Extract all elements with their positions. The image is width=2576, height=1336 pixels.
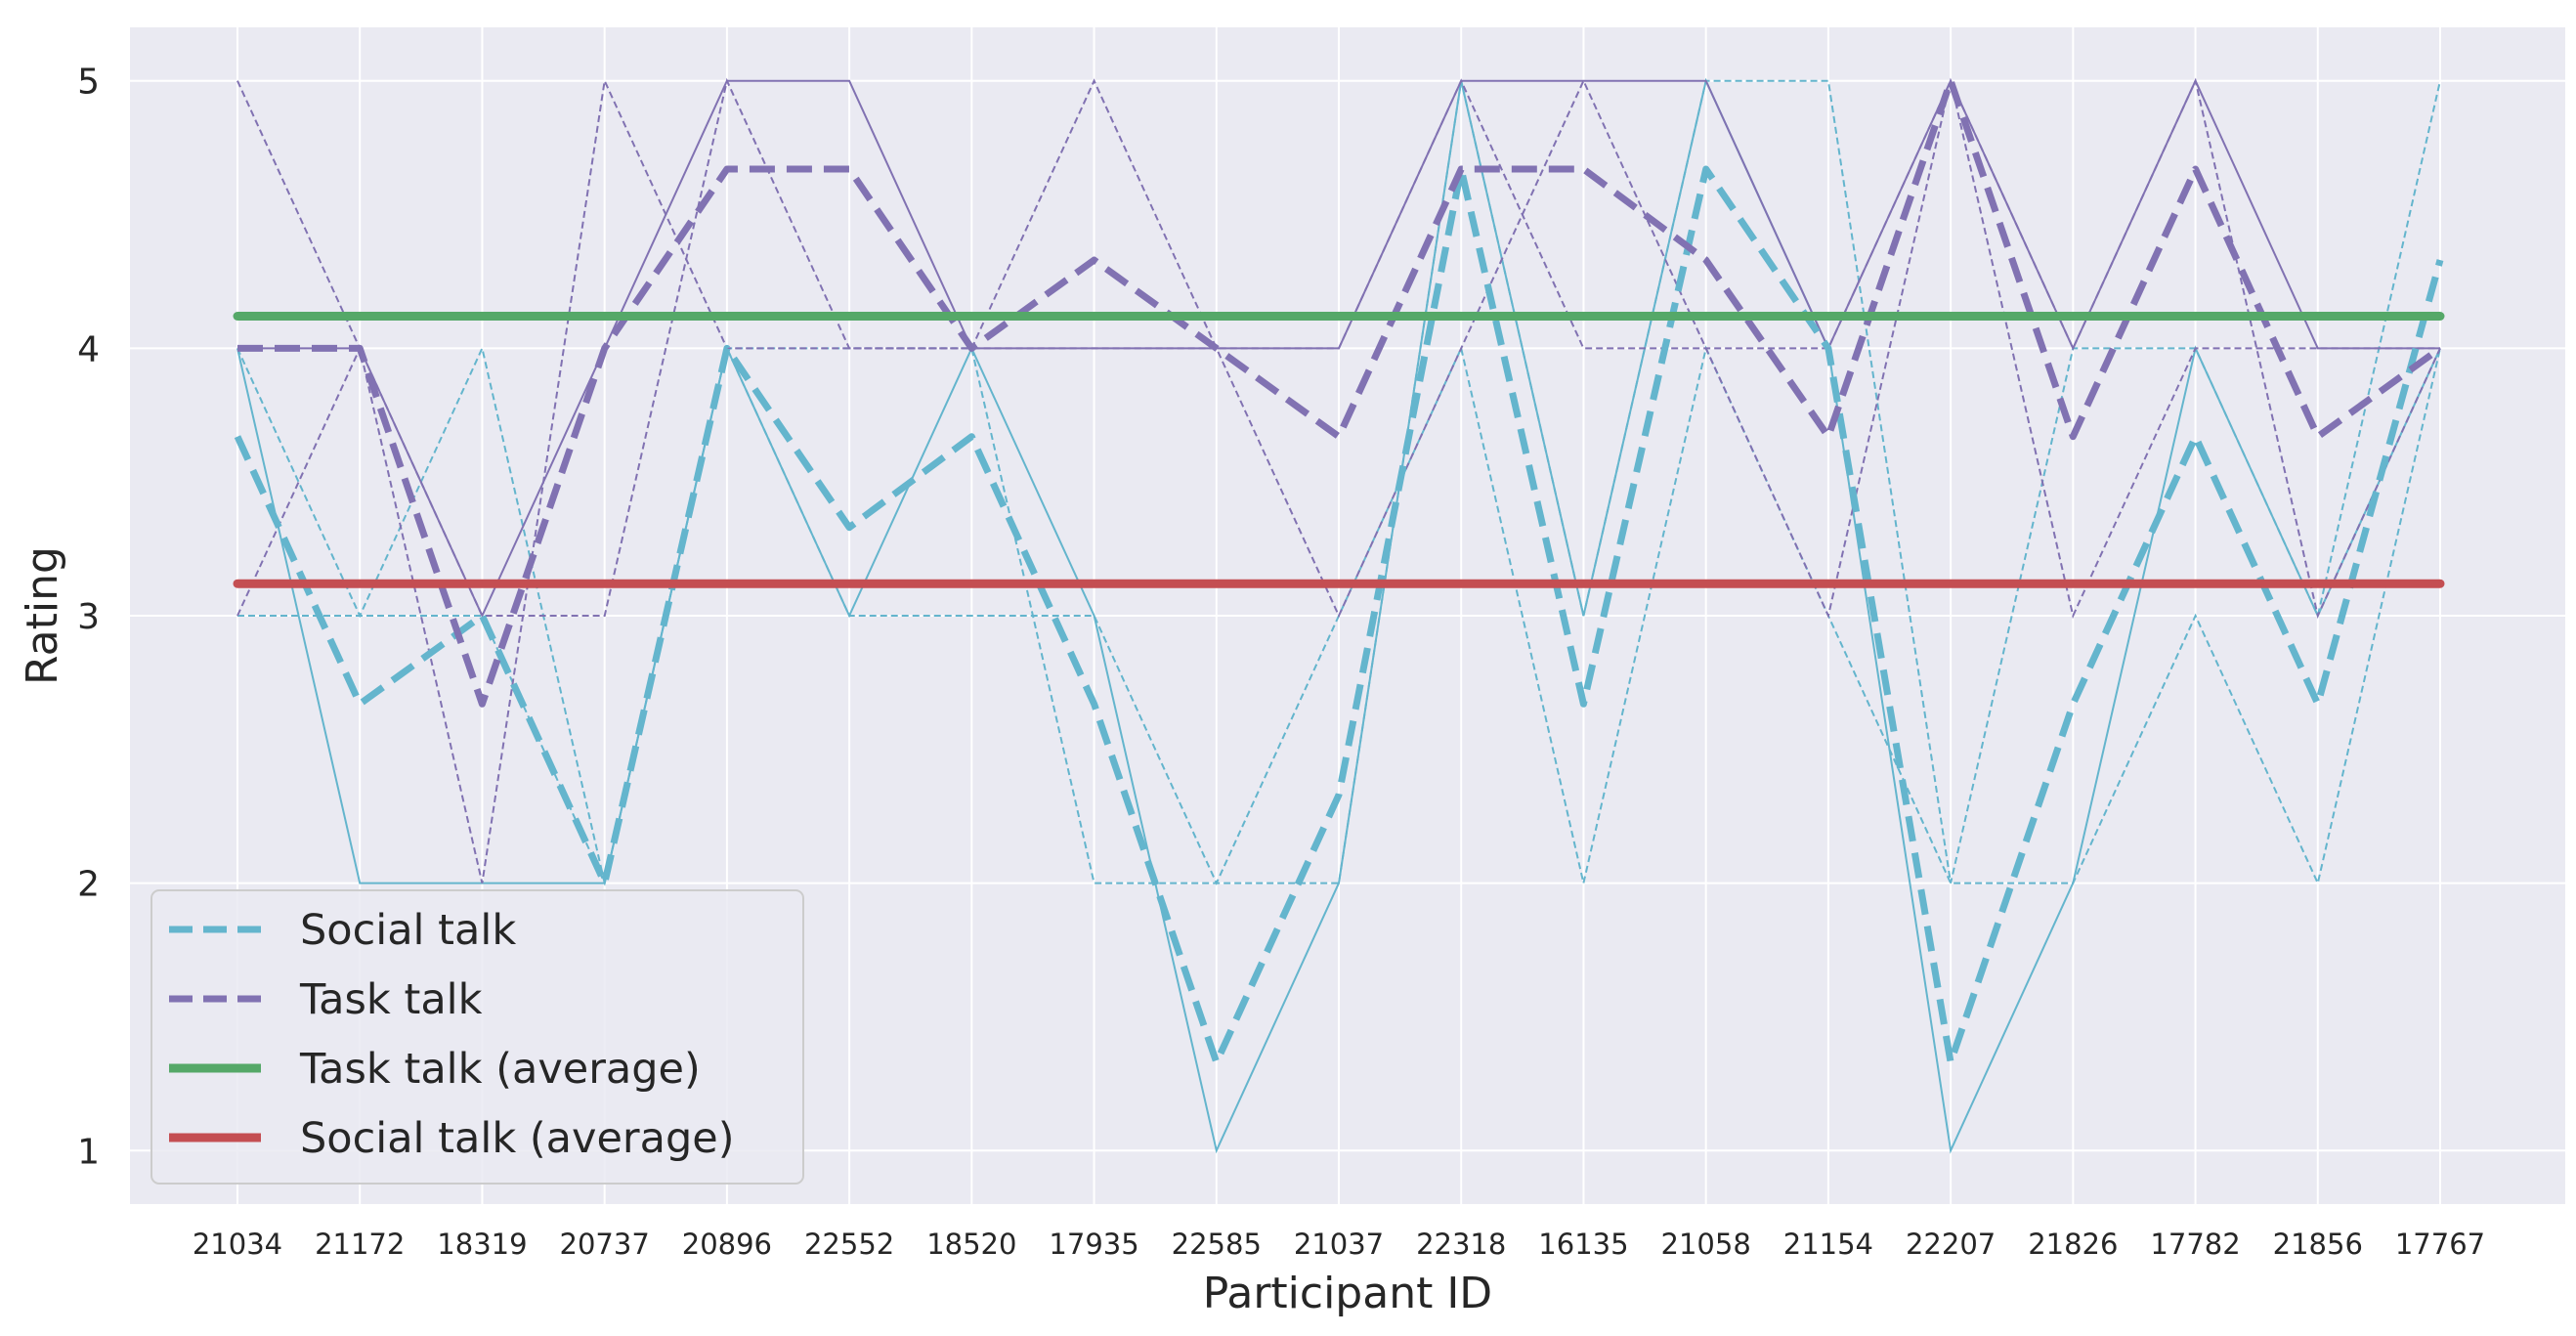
- x-tick-label: 20737: [560, 1228, 650, 1261]
- legend-label: Social talk: [300, 906, 516, 955]
- legend: Social talk Task talk Task talk (average) S…: [150, 889, 804, 1185]
- y-tick-label: 3: [77, 597, 100, 637]
- x-tick-label: 17767: [2395, 1228, 2485, 1261]
- y-tick-label: 1: [77, 1132, 100, 1172]
- series-line-2: [237, 77, 2443, 708]
- x-axis-label: Participant ID: [1203, 1269, 1492, 1318]
- x-tick-label: 17935: [1049, 1228, 1138, 1261]
- x-tick-label: 22585: [1172, 1228, 1262, 1261]
- x-tick-label: 22318: [1416, 1228, 1506, 1261]
- social-individual-line-3: [236, 77, 2441, 1154]
- legend-label: Task talk: [299, 975, 483, 1024]
- x-tick-label: 21037: [1294, 1228, 1384, 1261]
- legend-frame: [150, 889, 804, 1185]
- x-tick-labels: 21034 21172 18319 20737 20896 22552 18520 17935…: [193, 1228, 2485, 1261]
- legend-label: Social talk (average): [300, 1114, 734, 1163]
- task-individual-line-5: [236, 77, 2441, 620]
- x-tick-label: 20896: [682, 1228, 772, 1261]
- y-tick-label: 2: [77, 865, 100, 905]
- x-tick-label: 17782: [2150, 1228, 2240, 1261]
- x-tick-label: 21856: [2273, 1228, 2363, 1261]
- x-tick-label: 21058: [1661, 1228, 1751, 1261]
- series-line-1: [234, 165, 2444, 1066]
- y-tick-label: 5: [77, 63, 100, 103]
- x-tick-label: 18520: [926, 1228, 1016, 1261]
- x-tick-label: 22552: [804, 1228, 894, 1261]
- x-tick-label: 16135: [1538, 1228, 1628, 1261]
- x-tick-label: 21034: [193, 1228, 282, 1261]
- x-tick-label: 21154: [1783, 1228, 1873, 1261]
- thin-series-lines: [236, 77, 2441, 1154]
- legend-label: Task talk (average): [299, 1045, 701, 1094]
- y-axis-label: Rating: [18, 546, 67, 685]
- y-tick-label: 4: [77, 329, 100, 369]
- x-tick-label: 22207: [1906, 1228, 1996, 1261]
- x-tick-label: 21172: [315, 1228, 405, 1261]
- x-tick-label: 18319: [437, 1228, 527, 1261]
- y-tick-labels: 1 2 3 4 5: [77, 63, 100, 1173]
- x-tick-label: 21826: [2028, 1228, 2118, 1261]
- main-series-lines: [233, 77, 2445, 1066]
